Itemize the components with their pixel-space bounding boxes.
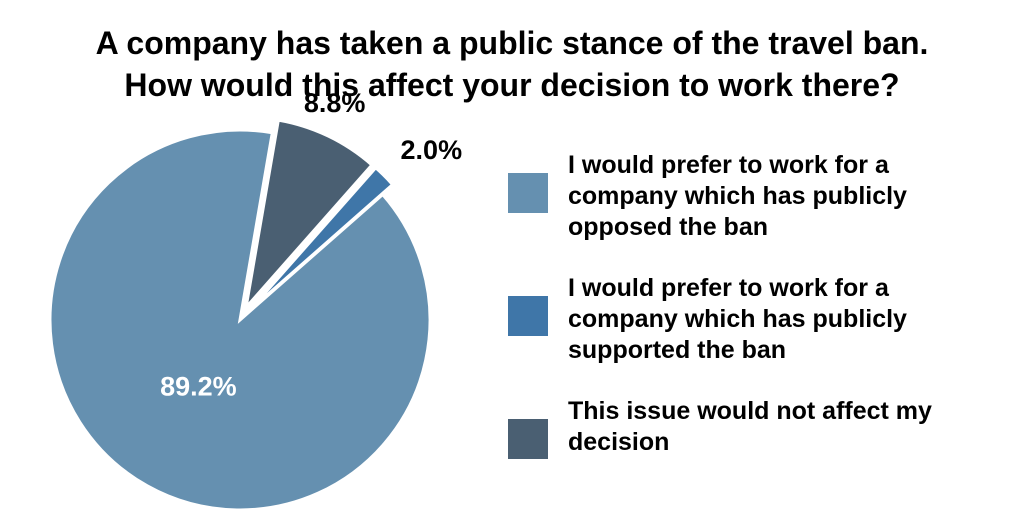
legend-item-supported: I would prefer to work for a company whi… bbox=[508, 273, 1008, 366]
legend-label-supported: I would prefer to work for a company whi… bbox=[568, 273, 968, 366]
legend-line: company which has publicly bbox=[568, 304, 968, 335]
legend-line: decision bbox=[568, 427, 968, 458]
legend-label-opposed: I would prefer to work for a company whi… bbox=[568, 150, 968, 243]
legend: I would prefer to work for a company whi… bbox=[508, 150, 1008, 489]
legend-swatch-supported bbox=[508, 296, 548, 336]
legend-label-no-effect: This issue would not affect my decision bbox=[568, 396, 968, 458]
legend-item-opposed: I would prefer to work for a company whi… bbox=[508, 150, 1008, 243]
legend-line: supported the ban bbox=[568, 335, 968, 366]
pie-label-supported: 2.0% bbox=[401, 135, 463, 165]
legend-line: This issue would not affect my bbox=[568, 396, 968, 427]
legend-line: opposed the ban bbox=[568, 212, 968, 243]
pie-label-no-effect: 8.8% bbox=[304, 88, 366, 118]
pie-label-opposed: 89.2% bbox=[160, 371, 237, 401]
legend-line: I would prefer to work for a bbox=[568, 150, 968, 181]
legend-swatch-opposed bbox=[508, 173, 548, 213]
legend-swatch-no-effect bbox=[508, 419, 548, 459]
legend-line: I would prefer to work for a bbox=[568, 273, 968, 304]
legend-line: company which has publicly bbox=[568, 181, 968, 212]
legend-item-no-effect: This issue would not affect my decision bbox=[508, 396, 1008, 459]
